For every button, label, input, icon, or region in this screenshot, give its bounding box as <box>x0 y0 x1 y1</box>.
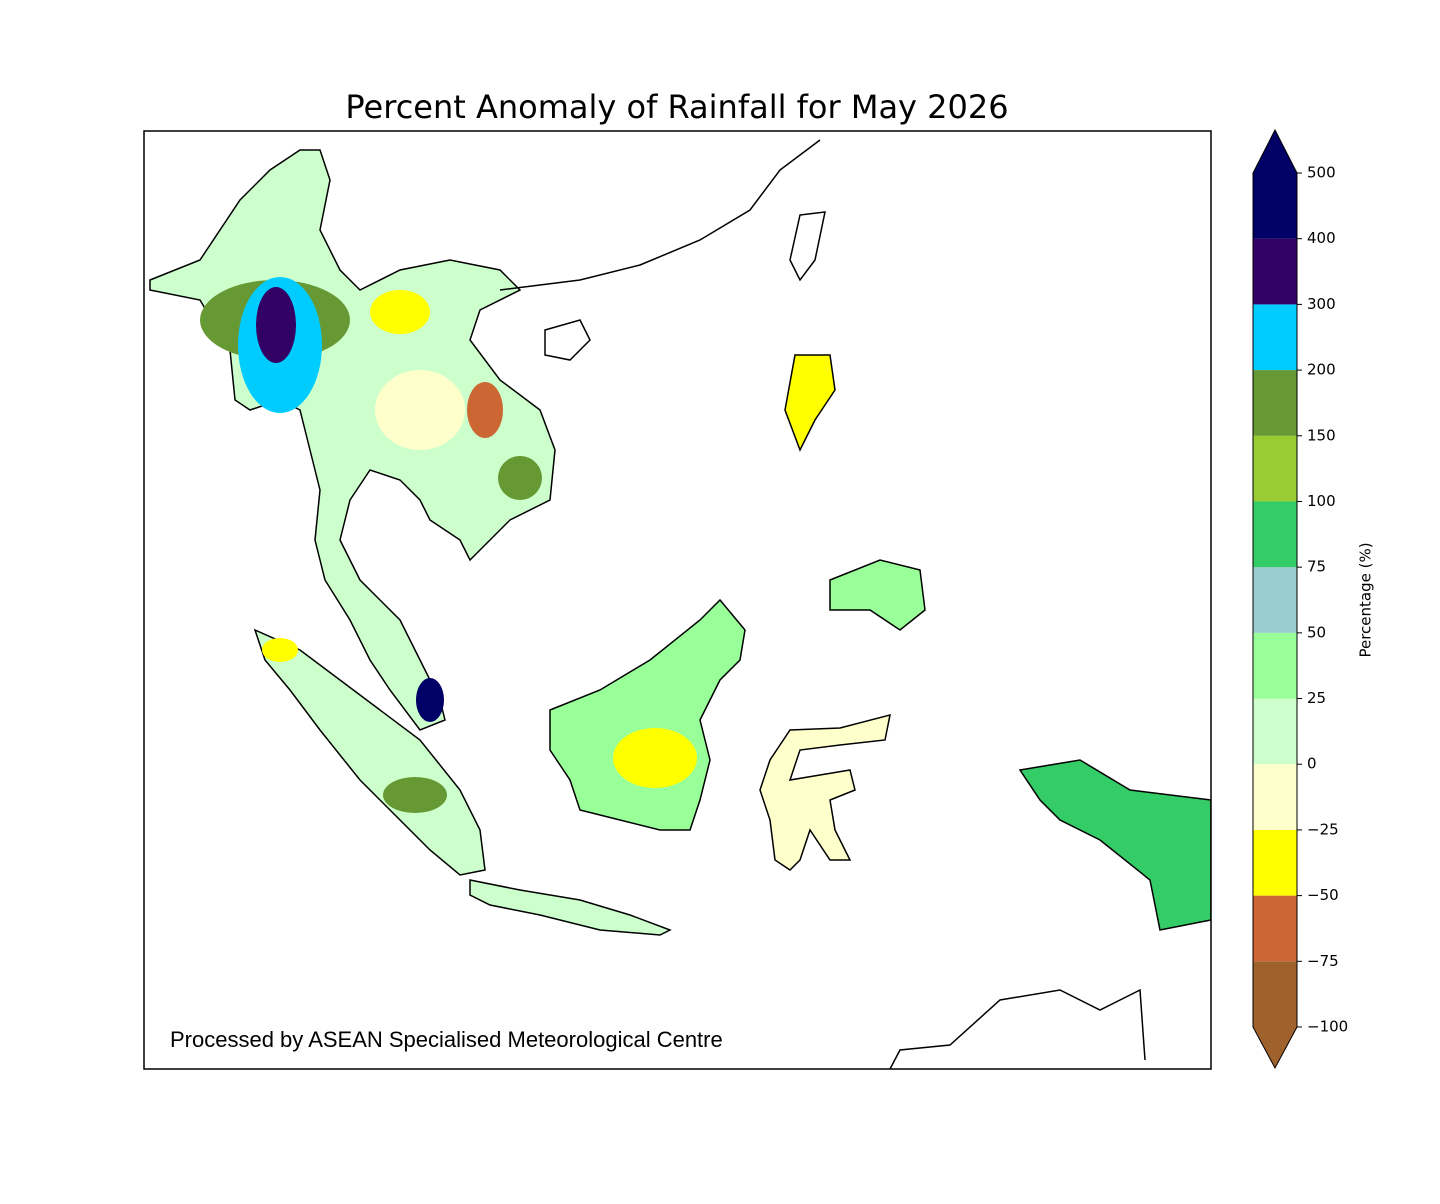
colorbar-label: Percentage (%) <box>1357 542 1375 657</box>
anomaly-area <box>375 370 465 450</box>
anomaly-area <box>370 290 430 334</box>
anomaly-area <box>416 678 444 722</box>
colorbar-segment <box>1253 501 1297 568</box>
colorbar-extend-under <box>1253 1027 1297 1068</box>
china-coast <box>499 139 821 291</box>
colorbar: −100 −75 −50 −25 0 25 50 75 100 150 200 300 400 500 <box>1252 128 1348 1070</box>
colorbar-tick-label: 500 <box>1307 164 1336 182</box>
colorbar-tick-label: −100 <box>1307 1018 1348 1036</box>
colorbar-tick-label: 100 <box>1307 492 1336 510</box>
colorbar-tick-label: 25 <box>1307 689 1326 707</box>
colorbar-tick-label: 75 <box>1307 558 1326 576</box>
colorbar-segment <box>1253 173 1297 239</box>
colorbar-segment <box>1253 238 1297 305</box>
colorbar-segment <box>1253 632 1297 699</box>
anomaly-area <box>613 728 697 788</box>
colorbar-tick-label: −75 <box>1307 952 1339 970</box>
colorbar-tick-label: −50 <box>1307 886 1339 904</box>
colorbar-tick-label: 300 <box>1307 295 1336 313</box>
colorbar-tick-label: 400 <box>1307 229 1336 247</box>
colorbar-segment <box>1253 764 1297 830</box>
anomaly-area <box>262 638 298 662</box>
colorbar-segment <box>1253 567 1297 633</box>
colorbar-tick-label: 0 <box>1307 755 1317 773</box>
map-frame <box>143 130 1212 1070</box>
colorbar-segment <box>1253 304 1297 371</box>
anomaly-area <box>383 777 447 813</box>
australia <box>889 988 1146 1069</box>
colorbar-extend-over <box>1253 130 1297 173</box>
anomaly-area <box>256 287 296 363</box>
colorbar-segment <box>1253 370 1297 436</box>
new-guinea <box>1018 759 1211 931</box>
map: Processed by ASEAN Specialised Meteorolo… <box>143 130 1212 1070</box>
sumatra <box>253 628 486 876</box>
java <box>469 879 672 936</box>
mindanao <box>829 559 926 631</box>
sulawesi <box>759 713 891 871</box>
colorbar-segment <box>1253 435 1297 502</box>
map-title: Percent Anomaly of Rainfall for May 2026 <box>345 88 1008 126</box>
anomaly-area <box>467 382 503 438</box>
credit: Processed by ASEAN Specialised Meteorolo… <box>170 1027 723 1052</box>
colorbar-segment <box>1253 829 1297 896</box>
luzon <box>784 354 836 452</box>
taiwan <box>789 211 826 282</box>
anomaly-area <box>498 456 542 500</box>
colorbar-tick-label: 150 <box>1307 426 1336 444</box>
colorbar-segment <box>1253 698 1297 765</box>
borneo <box>549 598 746 831</box>
colorbar-segment <box>1253 961 1297 1027</box>
colorbar-tick-label: −25 <box>1307 820 1339 838</box>
colorbar-tick-label: 200 <box>1307 361 1336 379</box>
colorbar-tick-label: 50 <box>1307 623 1326 641</box>
hainan <box>544 319 591 361</box>
colorbar-segment <box>1253 895 1297 962</box>
